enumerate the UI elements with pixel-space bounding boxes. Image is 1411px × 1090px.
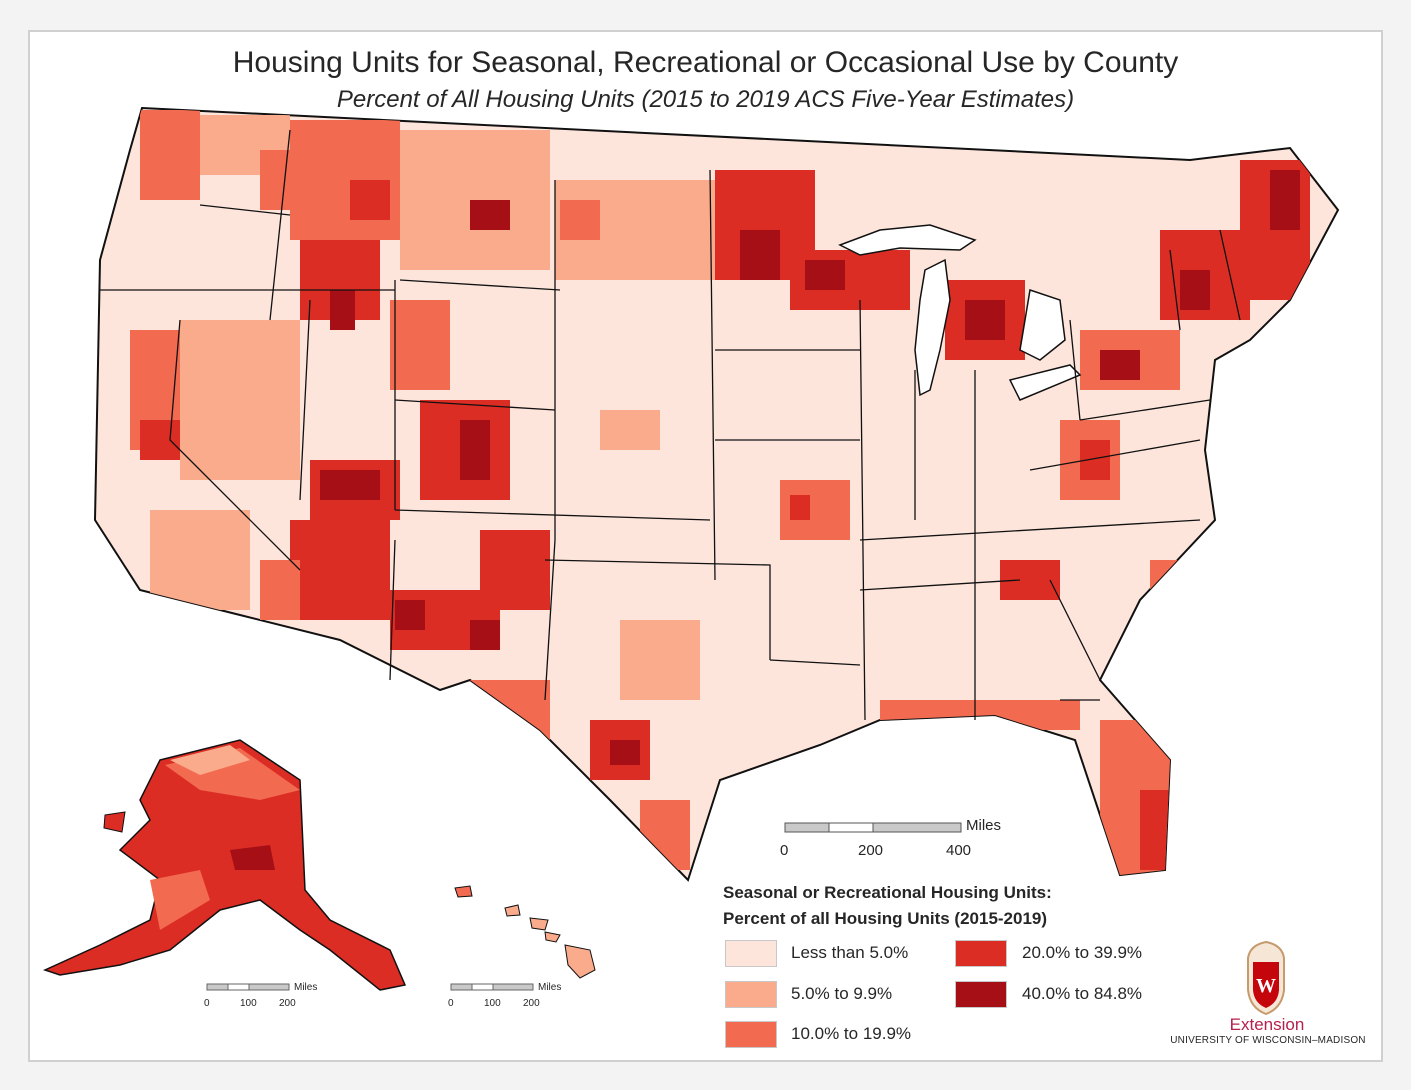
scale-bar-alaska xyxy=(206,983,290,991)
scale-main-tick-200: 200 xyxy=(858,842,884,859)
legend-label-3: 20.0% to 39.9% xyxy=(1022,943,1143,962)
alaska-inset xyxy=(42,739,407,991)
scale-bar-main xyxy=(784,822,962,833)
lake-huron-erie xyxy=(1008,289,1082,401)
legend-swatch-4 xyxy=(955,981,1007,1008)
wisconsin-crest-icon: W xyxy=(1247,940,1285,1016)
legend-title-line1: Seasonal or Recreational Housing Units: xyxy=(723,883,1052,902)
scale-hawaii-tick-100: 100 xyxy=(484,998,501,1009)
scale-main-tick-0: 0 xyxy=(780,842,789,859)
legend-title-line2: Percent of all Housing Units (2015-2019) xyxy=(723,909,1048,928)
lake-michigan xyxy=(914,258,951,397)
scale-main-unit: Miles xyxy=(966,817,1002,834)
hawaii-inset xyxy=(454,885,596,979)
university-name: UNIVERSITY OF WISCONSIN–MADISON xyxy=(1170,1035,1366,1046)
scale-hawaii-tick-200: 200 xyxy=(523,998,540,1009)
alaska-shape xyxy=(42,739,407,991)
legend-label-2: 10.0% to 19.9% xyxy=(791,1024,912,1043)
scale-alaska-unit: Miles xyxy=(294,982,318,993)
legend-swatch-2 xyxy=(725,1021,777,1048)
map-title: Housing Units for Seasonal, Recreational… xyxy=(232,46,1179,79)
scale-bar-hawaii xyxy=(450,983,534,991)
lower-48-states xyxy=(93,106,1340,882)
scale-main-tick-400: 400 xyxy=(946,842,972,859)
scale-alaska-tick-200: 200 xyxy=(279,998,296,1009)
scale-alaska-tick-100: 100 xyxy=(240,998,257,1009)
lake-superior xyxy=(838,224,977,256)
legend-label-4: 40.0% to 84.8% xyxy=(1022,984,1143,1003)
state-boundaries xyxy=(100,129,1241,721)
scale-hawaii-tick-0: 0 xyxy=(448,998,454,1009)
extension-logo-text: Extension xyxy=(1229,1015,1305,1034)
hawaii-big-island xyxy=(564,944,596,979)
scale-alaska-tick-0: 0 xyxy=(204,998,210,1009)
legend-label-0: Less than 5.0% xyxy=(791,943,909,962)
map-subtitle: Percent of All Housing Units (2015 to 20… xyxy=(336,86,1075,113)
legend-title: Seasonal or Recreational Housing Units: … xyxy=(723,880,1052,932)
legend-swatch-1 xyxy=(725,981,777,1008)
svg-text:W: W xyxy=(1256,975,1276,997)
legend-label-1: 5.0% to 9.9% xyxy=(791,984,893,1003)
scale-hawaii-unit: Miles xyxy=(538,982,562,993)
legend-swatch-0 xyxy=(725,940,777,967)
legend-swatch-3 xyxy=(955,940,1007,967)
